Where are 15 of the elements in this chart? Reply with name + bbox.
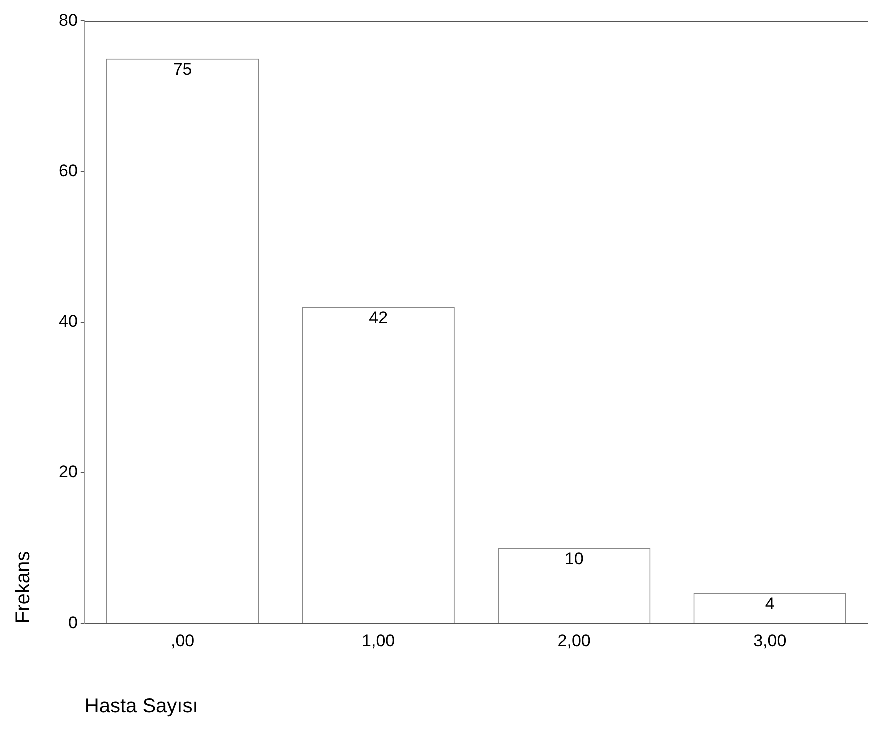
data-label: 4: [765, 594, 775, 614]
data-label: 42: [369, 308, 388, 328]
y-tick-label: 60: [58, 161, 78, 180]
x-tick-label: 1,00: [362, 631, 396, 650]
x-tick-label: ,00: [170, 631, 195, 650]
data-label: 75: [173, 60, 192, 80]
y-axis-title: Frekans: [12, 551, 35, 624]
y-tick-label: 20: [58, 462, 78, 482]
data-label: 10: [564, 549, 584, 568]
x-tick-label: 2,00: [558, 631, 591, 650]
x-axis-title: Hasta Sayısı: [84, 696, 198, 718]
y-tick-label: 40: [58, 312, 78, 332]
x-tick-label: 3,00: [754, 631, 787, 650]
y-tick-label: 0: [68, 613, 78, 632]
y-tick-label: 80: [58, 10, 78, 30]
